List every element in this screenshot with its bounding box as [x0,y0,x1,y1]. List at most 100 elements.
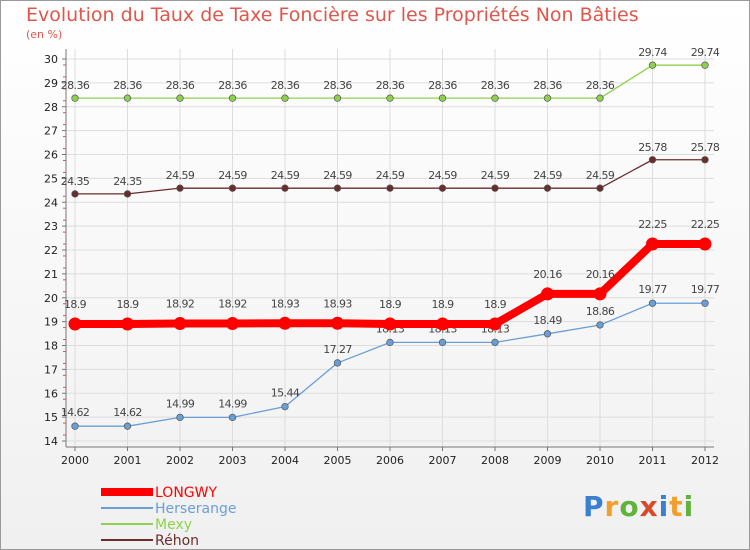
data-label-herserange-2012: 19.77 [691,283,720,296]
chart-title: Evolution du Taux de Taxe Foncière sur l… [26,4,639,26]
y-tick-label-19: 19 [44,316,58,329]
data-label-mexy-2011: 29.74 [638,46,667,59]
data-label-longwy-2005: 18.93 [323,297,352,310]
data-label-mexy-2002: 28.36 [166,79,195,92]
data-point-longwy-2008 [488,317,502,331]
data-label-herserange-2000: 14.62 [61,406,90,419]
y-tick-label-14: 14 [44,435,58,448]
logo-letter: t [669,490,684,523]
y-tick-label-29: 29 [44,77,58,90]
data-label-herserange-2004: 15.44 [271,387,300,400]
data-point-mexy-2007 [438,94,447,102]
legend-label-herserange: Herserange [155,501,237,517]
data-label-rehon-2000: 24.35 [61,175,90,188]
y-tick-label-26: 26 [44,149,58,162]
data-label-herserange-2003: 14.99 [218,397,247,410]
data-label-longwy-2010: 20.16 [586,268,615,281]
logo-letter: o [619,490,640,523]
y-tick-label-23: 23 [44,220,58,233]
data-label-longwy-2007: 18.9 [431,298,454,311]
y-tick-label-22: 22 [44,244,58,257]
data-label-longwy-2011: 22.25 [638,218,667,231]
data-label-herserange-2005: 17.27 [323,343,352,356]
series-rehon: 24.35 24.35 24.59 24.59 24.59 24.59 24.59 24.59… [61,141,720,198]
data-point-rehon-2005 [333,184,342,192]
logo-letter: P [583,490,605,523]
logo-letter: i [683,490,695,523]
y-tick-label-17: 17 [44,363,58,376]
data-label-rehon-2003: 24.59 [218,169,247,182]
data-point-mexy-2012 [701,61,709,69]
data-point-rehon-2011 [648,156,657,164]
data-point-rehon-2003 [228,184,237,192]
x-tick-label-2011: 2011 [639,454,667,467]
data-point-herserange-2011 [648,299,657,307]
data-point-mexy-2005 [333,94,342,102]
data-point-rehon-2006 [386,184,394,192]
data-point-herserange-2003 [228,413,237,422]
data-point-herserange-2004 [281,402,289,411]
data-point-mexy-2003 [228,94,237,102]
data-point-mexy-2008 [491,94,499,102]
data-point-rehon-2004 [281,184,289,192]
data-point-mexy-2010 [596,94,604,102]
data-label-mexy-2012: 29.74 [691,46,720,59]
data-point-rehon-2002 [176,184,184,192]
x-tick-label-2006: 2006 [376,454,404,467]
data-point-longwy-2005 [331,316,344,330]
data-label-herserange-2009: 18.49 [533,314,562,327]
data-label-longwy-2003: 18.92 [218,298,247,311]
data-point-longwy-2007 [436,317,449,331]
data-label-rehon-2009: 24.59 [533,169,562,182]
data-label-longwy-2008: 18.9 [484,298,507,311]
series-mexy: 28.36 28.36 28.36 28.36 28.36 28.36 28.36 28.36… [61,46,720,102]
legend-label-rehon: Réhon [155,533,199,549]
legend-label-mexy: Mexy [155,517,192,533]
y-tick-label-20: 20 [44,292,58,305]
y-tick-label-28: 28 [44,101,58,114]
data-point-herserange-2000 [71,422,79,430]
data-label-mexy-2001: 28.36 [113,79,142,92]
data-point-longwy-2006 [383,317,397,331]
data-point-herserange-2010 [596,321,604,329]
data-label-mexy-2000: 28.36 [61,79,90,92]
data-label-longwy-2009: 20.16 [533,268,562,281]
data-point-herserange-2002 [176,413,184,422]
data-point-rehon-2007 [438,184,447,192]
data-point-longwy-2012 [698,237,712,251]
data-point-longwy-2003 [226,317,239,331]
data-point-rehon-2000 [71,190,79,198]
data-label-mexy-2003: 28.36 [218,79,247,92]
x-tick-label-2009: 2009 [534,454,562,467]
x-tick-label-2001: 2001 [114,454,142,467]
data-point-longwy-2001 [121,317,134,331]
logo-letter: r [604,490,620,523]
legend-label-longwy: LONGWY [155,485,217,501]
data-point-rehon-2009 [543,184,552,192]
data-label-longwy-2002: 18.92 [166,298,195,311]
data-label-longwy-2006: 18.9 [379,298,402,311]
data-label-mexy-2009: 28.36 [533,79,562,92]
series-longwy: 18.9 18.9 18.92 18.92 18.93 18.93 18.9 18.9 18.9… [64,218,720,331]
data-label-rehon-2010: 24.59 [586,169,615,182]
data-point-mexy-2001 [123,94,132,102]
data-point-herserange-2012 [701,299,709,307]
y-tick-label-25: 25 [44,172,58,185]
data-label-mexy-2005: 28.36 [323,79,352,92]
data-point-herserange-2009 [543,330,552,338]
y-tick-label-30: 30 [44,53,58,66]
x-tick-label-2003: 2003 [219,454,247,467]
x-tick-label-2007: 2007 [429,454,457,467]
data-point-longwy-2000 [68,317,82,331]
data-label-mexy-2007: 28.36 [428,79,457,92]
y-tick-label-15: 15 [44,411,58,424]
data-point-longwy-2002 [173,317,187,331]
data-point-herserange-2008 [491,338,499,347]
y-tick-label-16: 16 [44,387,58,400]
data-label-longwy-2000: 18.9 [64,298,87,311]
data-point-mexy-2009 [543,94,552,102]
data-label-mexy-2004: 28.36 [271,79,300,92]
x-tick-label-2008: 2008 [481,454,509,467]
data-label-rehon-2012: 25.78 [691,141,720,154]
